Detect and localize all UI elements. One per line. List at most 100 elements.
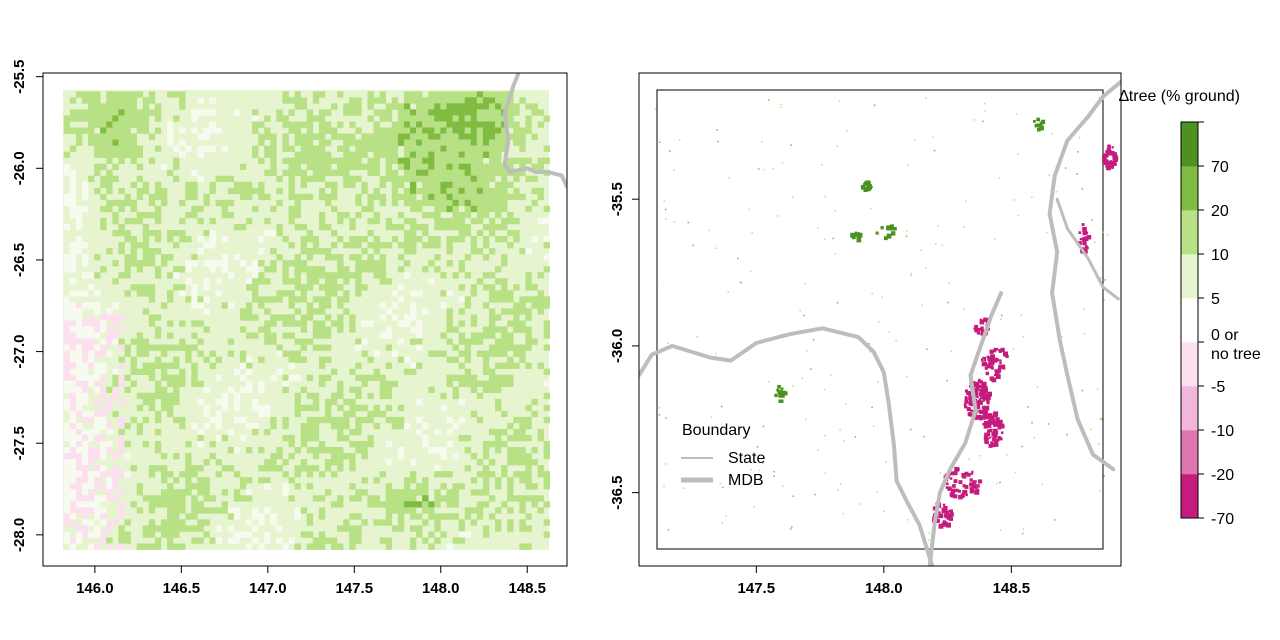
raster-cell bbox=[495, 115, 502, 122]
raster-cell bbox=[989, 436, 992, 439]
raster-cell bbox=[197, 507, 204, 514]
raster-cell bbox=[130, 151, 137, 158]
raster-cell bbox=[422, 139, 429, 146]
raster-cell bbox=[312, 332, 320, 339]
raster-cell bbox=[397, 266, 405, 273]
raster-cell bbox=[890, 227, 894, 231]
raster-cell bbox=[409, 507, 417, 514]
raster-cell bbox=[458, 398, 465, 406]
raster-cell bbox=[464, 338, 472, 345]
raster-cell bbox=[312, 278, 320, 285]
raster-cell bbox=[94, 398, 101, 406]
raster-cell bbox=[409, 326, 417, 333]
raster-cell bbox=[507, 163, 514, 170]
legend-swatch bbox=[1181, 386, 1198, 431]
raster-cell bbox=[906, 230, 908, 232]
raster-cell bbox=[167, 410, 174, 418]
raster-cell bbox=[537, 157, 544, 164]
raster-cell bbox=[331, 416, 338, 424]
raster-cell bbox=[318, 296, 326, 303]
raster-cell bbox=[985, 388, 988, 391]
raster-cell bbox=[258, 326, 265, 333]
raster-cell bbox=[264, 483, 271, 490]
y-tick-label: -28.0 bbox=[11, 518, 28, 552]
raster-cell bbox=[167, 471, 174, 478]
raster-cell bbox=[264, 459, 271, 466]
raster-cell bbox=[440, 103, 447, 110]
raster-cell bbox=[63, 368, 71, 375]
raster-cell bbox=[543, 254, 550, 261]
raster-cell bbox=[1014, 471, 1017, 474]
raster-cell bbox=[525, 103, 532, 110]
raster-cell bbox=[197, 302, 204, 309]
raster-cell bbox=[130, 103, 137, 110]
raster-cell bbox=[343, 453, 350, 460]
raster-cell bbox=[470, 248, 478, 255]
raster-cell bbox=[185, 465, 192, 472]
raster-cell bbox=[836, 302, 839, 304]
raster-cell bbox=[88, 91, 95, 98]
raster-cell bbox=[962, 474, 967, 479]
raster-cell bbox=[983, 435, 989, 440]
raster-cell bbox=[385, 139, 393, 146]
raster-cell bbox=[355, 242, 362, 249]
raster-cell bbox=[446, 374, 453, 381]
raster-cell bbox=[81, 374, 89, 381]
raster-cell bbox=[173, 284, 180, 291]
raster-cell bbox=[324, 344, 332, 351]
raster-cell bbox=[820, 164, 823, 166]
raster-cell bbox=[118, 97, 125, 104]
raster-cell bbox=[215, 459, 222, 466]
raster-cell bbox=[100, 471, 107, 478]
raster-cell bbox=[94, 386, 101, 394]
raster-cell bbox=[173, 495, 180, 502]
raster-cell bbox=[507, 211, 514, 219]
raster-cell bbox=[993, 349, 997, 353]
raster-cell bbox=[976, 331, 981, 335]
raster-cell bbox=[239, 374, 247, 381]
raster-cell bbox=[385, 157, 393, 164]
raster-cell bbox=[991, 357, 994, 360]
raster-cell bbox=[856, 233, 861, 238]
raster-cell bbox=[885, 461, 887, 463]
raster-cell bbox=[300, 404, 308, 412]
raster-cell bbox=[118, 501, 125, 508]
raster-cell bbox=[1046, 231, 1048, 234]
raster-cell bbox=[525, 278, 532, 285]
raster-cell bbox=[203, 308, 210, 315]
raster-cell bbox=[458, 181, 465, 189]
raster-cell bbox=[1110, 164, 1114, 168]
raster-cell bbox=[355, 525, 362, 532]
raster-cell bbox=[379, 97, 386, 104]
raster-cell bbox=[282, 97, 289, 104]
raster-cell bbox=[94, 483, 101, 490]
raster-cell bbox=[69, 181, 77, 189]
raster-cell bbox=[112, 103, 119, 110]
raster-cell bbox=[154, 236, 162, 243]
raster-cell bbox=[331, 169, 338, 177]
raster-cell bbox=[227, 302, 235, 309]
raster-cell bbox=[63, 151, 71, 158]
raster-cell bbox=[318, 151, 326, 158]
raster-cell bbox=[403, 495, 411, 502]
raster-cell bbox=[543, 477, 550, 484]
raster-cell bbox=[951, 488, 956, 493]
raster-cell bbox=[440, 290, 447, 297]
raster-cell bbox=[403, 272, 411, 279]
raster-cell bbox=[373, 477, 380, 484]
raster-cell bbox=[507, 193, 514, 201]
raster-cell bbox=[361, 320, 368, 327]
raster-cell bbox=[185, 459, 192, 466]
raster-cell bbox=[470, 453, 478, 460]
raster-cell bbox=[81, 272, 89, 279]
raster-cell bbox=[416, 326, 423, 333]
raster-cell bbox=[63, 296, 71, 303]
raster-cell bbox=[312, 398, 320, 406]
raster-cell bbox=[179, 199, 186, 207]
raster-cell bbox=[373, 169, 380, 177]
raster-cell bbox=[306, 519, 314, 526]
raster-cell bbox=[373, 519, 380, 526]
raster-cell bbox=[488, 133, 496, 140]
raster-cell bbox=[337, 302, 344, 309]
raster-cell bbox=[343, 103, 350, 110]
